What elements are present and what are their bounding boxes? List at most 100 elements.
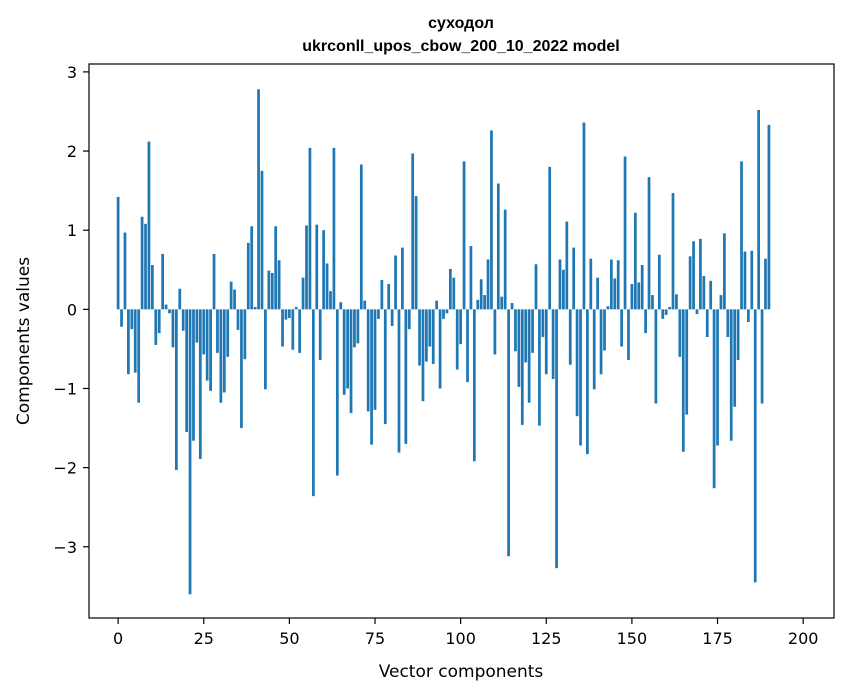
bar-83 bbox=[401, 247, 404, 310]
bar-27 bbox=[209, 309, 212, 391]
bar-3 bbox=[127, 309, 130, 375]
bar-132 bbox=[568, 309, 572, 365]
bar-159 bbox=[661, 309, 665, 319]
bar-130 bbox=[562, 269, 565, 310]
bar-144 bbox=[609, 259, 613, 310]
x-tick-label: 75 bbox=[365, 629, 385, 648]
bar-21 bbox=[188, 309, 192, 595]
bar-121 bbox=[531, 309, 534, 353]
plot-frame bbox=[88, 63, 835, 619]
bar-155 bbox=[647, 177, 651, 310]
bar-69 bbox=[353, 309, 356, 348]
bar-49 bbox=[284, 309, 288, 320]
bar-78 bbox=[383, 309, 387, 425]
bar-56 bbox=[308, 147, 312, 310]
bar-41 bbox=[257, 89, 260, 310]
bar-137 bbox=[586, 309, 589, 455]
bar-16 bbox=[171, 309, 175, 348]
bar-99 bbox=[455, 309, 459, 370]
bar-95 bbox=[442, 309, 445, 319]
bar-13 bbox=[161, 253, 165, 310]
bar-17 bbox=[174, 309, 178, 470]
bar-10 bbox=[151, 265, 154, 310]
bar-28 bbox=[212, 253, 216, 310]
bar-178 bbox=[726, 309, 730, 338]
bar-124 bbox=[541, 309, 545, 338]
bar-141 bbox=[599, 309, 603, 375]
x-tick-label: 175 bbox=[702, 629, 733, 648]
bar-153 bbox=[640, 265, 644, 310]
bar-115 bbox=[510, 303, 514, 310]
bar-70 bbox=[356, 309, 360, 344]
bar-171 bbox=[702, 276, 706, 310]
bar-26 bbox=[205, 309, 209, 381]
bar-11 bbox=[154, 309, 158, 345]
bar-170 bbox=[699, 238, 702, 310]
bar-158 bbox=[657, 254, 661, 310]
bar-189 bbox=[764, 258, 767, 310]
bar-42 bbox=[260, 170, 264, 310]
bar-66 bbox=[342, 309, 346, 395]
bar-30 bbox=[219, 309, 223, 403]
bar-119 bbox=[524, 309, 528, 363]
y-tick-label: −2 bbox=[53, 459, 77, 478]
bar-57 bbox=[311, 309, 315, 497]
y-tick-label: −3 bbox=[53, 538, 77, 557]
bar-117 bbox=[517, 309, 521, 387]
bar-166 bbox=[685, 309, 689, 415]
bar-90 bbox=[425, 309, 428, 362]
bar-67 bbox=[346, 309, 349, 389]
bar-39 bbox=[250, 226, 254, 310]
bar-106 bbox=[479, 279, 483, 310]
x-axis-label: Vector components bbox=[379, 662, 544, 682]
bar-140 bbox=[596, 277, 600, 310]
x-tick-label: 25 bbox=[194, 629, 214, 648]
bar-44 bbox=[267, 270, 271, 310]
bar-116 bbox=[514, 309, 517, 352]
bar-65 bbox=[339, 302, 343, 310]
bar-88 bbox=[418, 309, 421, 366]
x-tick-label: 50 bbox=[279, 629, 299, 648]
bar-5 bbox=[133, 309, 137, 373]
bar-63 bbox=[332, 147, 336, 310]
bar-113 bbox=[503, 209, 507, 310]
bar-179 bbox=[729, 309, 733, 441]
y-tick-label: 3 bbox=[67, 63, 77, 82]
x-axis-ticks: 0 25 50 75 100 125 150 175 200 bbox=[113, 618, 818, 648]
bar-123 bbox=[538, 309, 541, 426]
bar-14 bbox=[164, 304, 168, 310]
bar-101 bbox=[462, 161, 466, 310]
x-tick-label: 150 bbox=[617, 629, 648, 648]
bar-104 bbox=[472, 309, 476, 462]
bar-8 bbox=[144, 223, 147, 310]
bar-0 bbox=[116, 196, 120, 310]
bar-60 bbox=[322, 230, 325, 310]
bar-96 bbox=[445, 309, 449, 314]
bar-152 bbox=[637, 282, 641, 310]
bar-139 bbox=[592, 309, 596, 390]
bar-175 bbox=[716, 309, 719, 446]
bar-163 bbox=[675, 294, 678, 310]
bar-75 bbox=[373, 309, 377, 410]
bar-61 bbox=[325, 263, 329, 310]
bar-102 bbox=[466, 309, 469, 383]
bar-18 bbox=[178, 288, 182, 310]
bar-176 bbox=[719, 295, 723, 310]
bar-64 bbox=[335, 309, 339, 476]
bar-82 bbox=[397, 309, 401, 453]
bar-84 bbox=[404, 309, 408, 444]
bar-77 bbox=[380, 280, 384, 310]
bar-173 bbox=[709, 280, 713, 310]
bar-40 bbox=[253, 306, 257, 310]
bar-164 bbox=[678, 309, 682, 357]
bar-80 bbox=[390, 309, 394, 326]
bar-32 bbox=[226, 309, 230, 357]
bar-167 bbox=[688, 256, 692, 310]
bar-76 bbox=[377, 309, 380, 319]
bar-184 bbox=[747, 309, 750, 322]
bar-120 bbox=[527, 309, 531, 403]
bar-182 bbox=[740, 161, 743, 310]
bar-136 bbox=[582, 122, 586, 310]
bar-34 bbox=[233, 289, 236, 310]
